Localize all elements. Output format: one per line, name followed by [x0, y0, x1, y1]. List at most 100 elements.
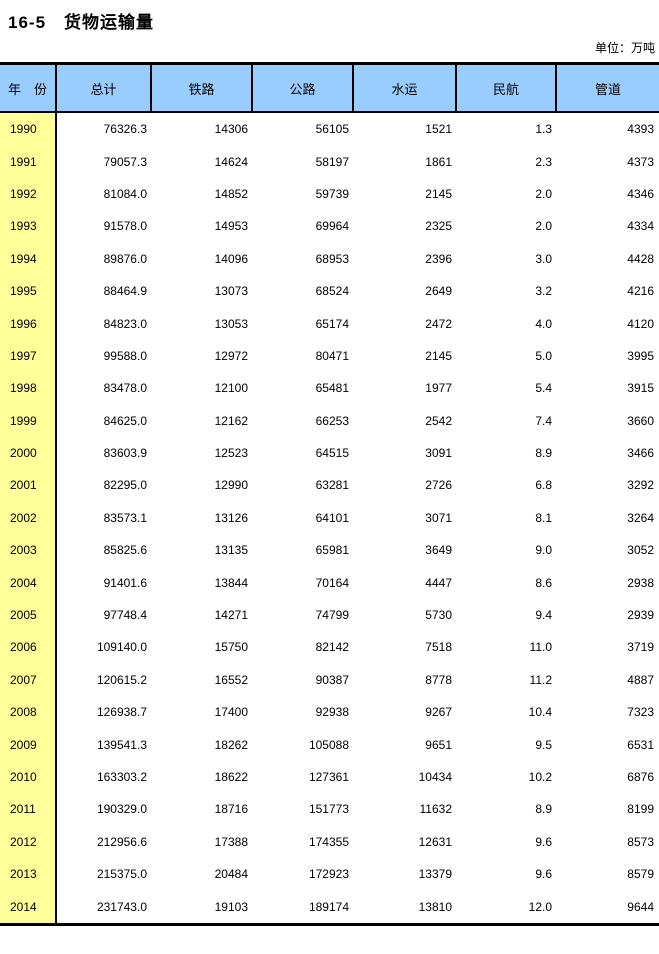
value-cell: 3660: [627, 413, 654, 428]
year-cell: 1994: [0, 242, 57, 275]
value-cell: 8.9: [535, 802, 552, 817]
value-cell: 4373: [627, 154, 654, 169]
column-header-aviation: 民航: [457, 65, 557, 111]
value-cell: 14096: [214, 251, 248, 266]
value-cell: 92938: [315, 705, 349, 720]
year-cell: 2011: [0, 793, 57, 826]
value-cell: 7.4: [535, 413, 552, 428]
value-cell: 3052: [627, 543, 654, 558]
value-cell: 8.9: [535, 446, 552, 461]
value-cell: 9644: [627, 899, 654, 914]
table-row: 2011 190329.0 18716 151773 11632 8.9 8199: [0, 793, 659, 826]
table-row: 1995 88464.9 13073 68524 2649 3.2 4216: [0, 274, 659, 308]
value-cell: 3091: [425, 446, 452, 461]
value-cell: 56105: [315, 122, 349, 137]
value-cell: 13844: [214, 575, 248, 590]
value-cell: 2.3: [535, 154, 552, 169]
value-cell: 83573.1: [103, 510, 147, 525]
value-cell: 70164: [315, 575, 349, 590]
value-cell: 83603.9: [103, 446, 147, 461]
value-cell: 105088: [308, 737, 349, 752]
value-cell: 9.5: [535, 737, 552, 752]
value-cell: 13379: [418, 867, 452, 882]
value-cell: 139541.3: [96, 737, 147, 752]
table-row: 2001 82295.0 12990 63281 2726 6.8 3292: [0, 469, 659, 502]
value-cell: 5730: [425, 608, 452, 623]
value-cell: 4120: [627, 316, 654, 331]
value-cell: 10434: [418, 770, 452, 784]
year-cell: 2006: [0, 631, 57, 664]
value-cell: 88464.9: [103, 284, 147, 299]
year-cell: 2005: [0, 598, 57, 632]
value-cell: 4887: [627, 672, 654, 687]
year-cell: 2001: [0, 469, 57, 502]
value-cell: 4346: [627, 186, 654, 201]
value-cell: 17388: [214, 834, 248, 849]
value-cell: 172923: [308, 867, 349, 882]
unit-label: 单位：万吨: [594, 41, 655, 55]
value-cell: 2472: [425, 316, 452, 331]
page-title: 16-5 货物运输量: [8, 13, 155, 32]
value-cell: 9.6: [535, 867, 552, 882]
value-cell: 12.0: [528, 899, 552, 914]
value-cell: 6.8: [535, 478, 552, 493]
value-cell: 63281: [315, 478, 349, 493]
value-cell: 13073: [214, 284, 248, 299]
value-cell: 19103: [214, 899, 248, 914]
value-cell: 15750: [214, 640, 248, 655]
value-cell: 84625.0: [103, 413, 147, 428]
table-row: 2013 215375.0 20484 172923 13379 9.6 8579: [0, 857, 659, 891]
year-cell: 2008: [0, 696, 57, 729]
table-row: 1997 99588.0 12972 80471 2145 5.0 3995: [0, 339, 659, 373]
value-cell: 5.0: [535, 348, 552, 363]
table-row: 2003 85825.6 13135 65981 3649 9.0 3052: [0, 534, 659, 567]
value-cell: 127361: [308, 770, 349, 784]
value-cell: 4447: [425, 575, 452, 590]
year-cell: 2013: [0, 857, 57, 891]
year-cell: 2007: [0, 663, 57, 697]
value-cell: 1521: [425, 122, 452, 137]
year-cell: 1993: [0, 210, 57, 243]
value-cell: 2.0: [535, 186, 552, 201]
value-cell: 12631: [418, 834, 452, 849]
value-cell: 3915: [627, 381, 654, 396]
value-cell: 4393: [627, 122, 654, 137]
value-cell: 2.0: [535, 219, 552, 234]
value-cell: 82142: [315, 640, 349, 655]
value-cell: 6876: [627, 770, 654, 784]
value-cell: 69964: [315, 219, 349, 234]
value-cell: 6531: [627, 737, 654, 752]
value-cell: 3.2: [535, 284, 552, 299]
value-cell: 65981: [315, 543, 349, 558]
column-header-highway: 公路: [253, 65, 354, 111]
value-cell: 8199: [627, 802, 654, 817]
value-cell: 2325: [425, 219, 452, 234]
table-header-row: 年 份 总计 铁路 公路 水运 民航 管道: [0, 65, 659, 113]
value-cell: 14271: [214, 608, 248, 623]
table-row: 2006 109140.0 15750 82142 7518 11.0 3719: [0, 631, 659, 664]
value-cell: 9651: [425, 737, 452, 752]
table-row: 2005 97748.4 14271 74799 5730 9.4 2939: [0, 598, 659, 632]
value-cell: 2145: [425, 186, 452, 201]
value-cell: 7323: [627, 705, 654, 720]
value-cell: 215375.0: [96, 867, 147, 882]
value-cell: 11.2: [529, 672, 552, 687]
value-cell: 8579: [627, 867, 654, 882]
value-cell: 1.3: [535, 122, 552, 137]
value-cell: 11632: [419, 802, 452, 817]
value-cell: 109140.0: [96, 640, 147, 655]
value-cell: 13135: [214, 543, 248, 558]
value-cell: 64101: [315, 510, 349, 525]
value-cell: 2145: [425, 348, 452, 363]
value-cell: 18262: [214, 737, 248, 752]
value-cell: 18622: [214, 770, 248, 784]
value-cell: 9.0: [535, 543, 552, 558]
column-header-year: 年 份: [0, 65, 57, 111]
year-cell: 1999: [0, 404, 57, 437]
value-cell: 76326.3: [103, 122, 147, 137]
value-cell: 68524: [315, 284, 349, 299]
value-cell: 80471: [315, 348, 349, 363]
value-cell: 12100: [214, 381, 248, 396]
column-header-pipeline: 管道: [594, 81, 621, 97]
